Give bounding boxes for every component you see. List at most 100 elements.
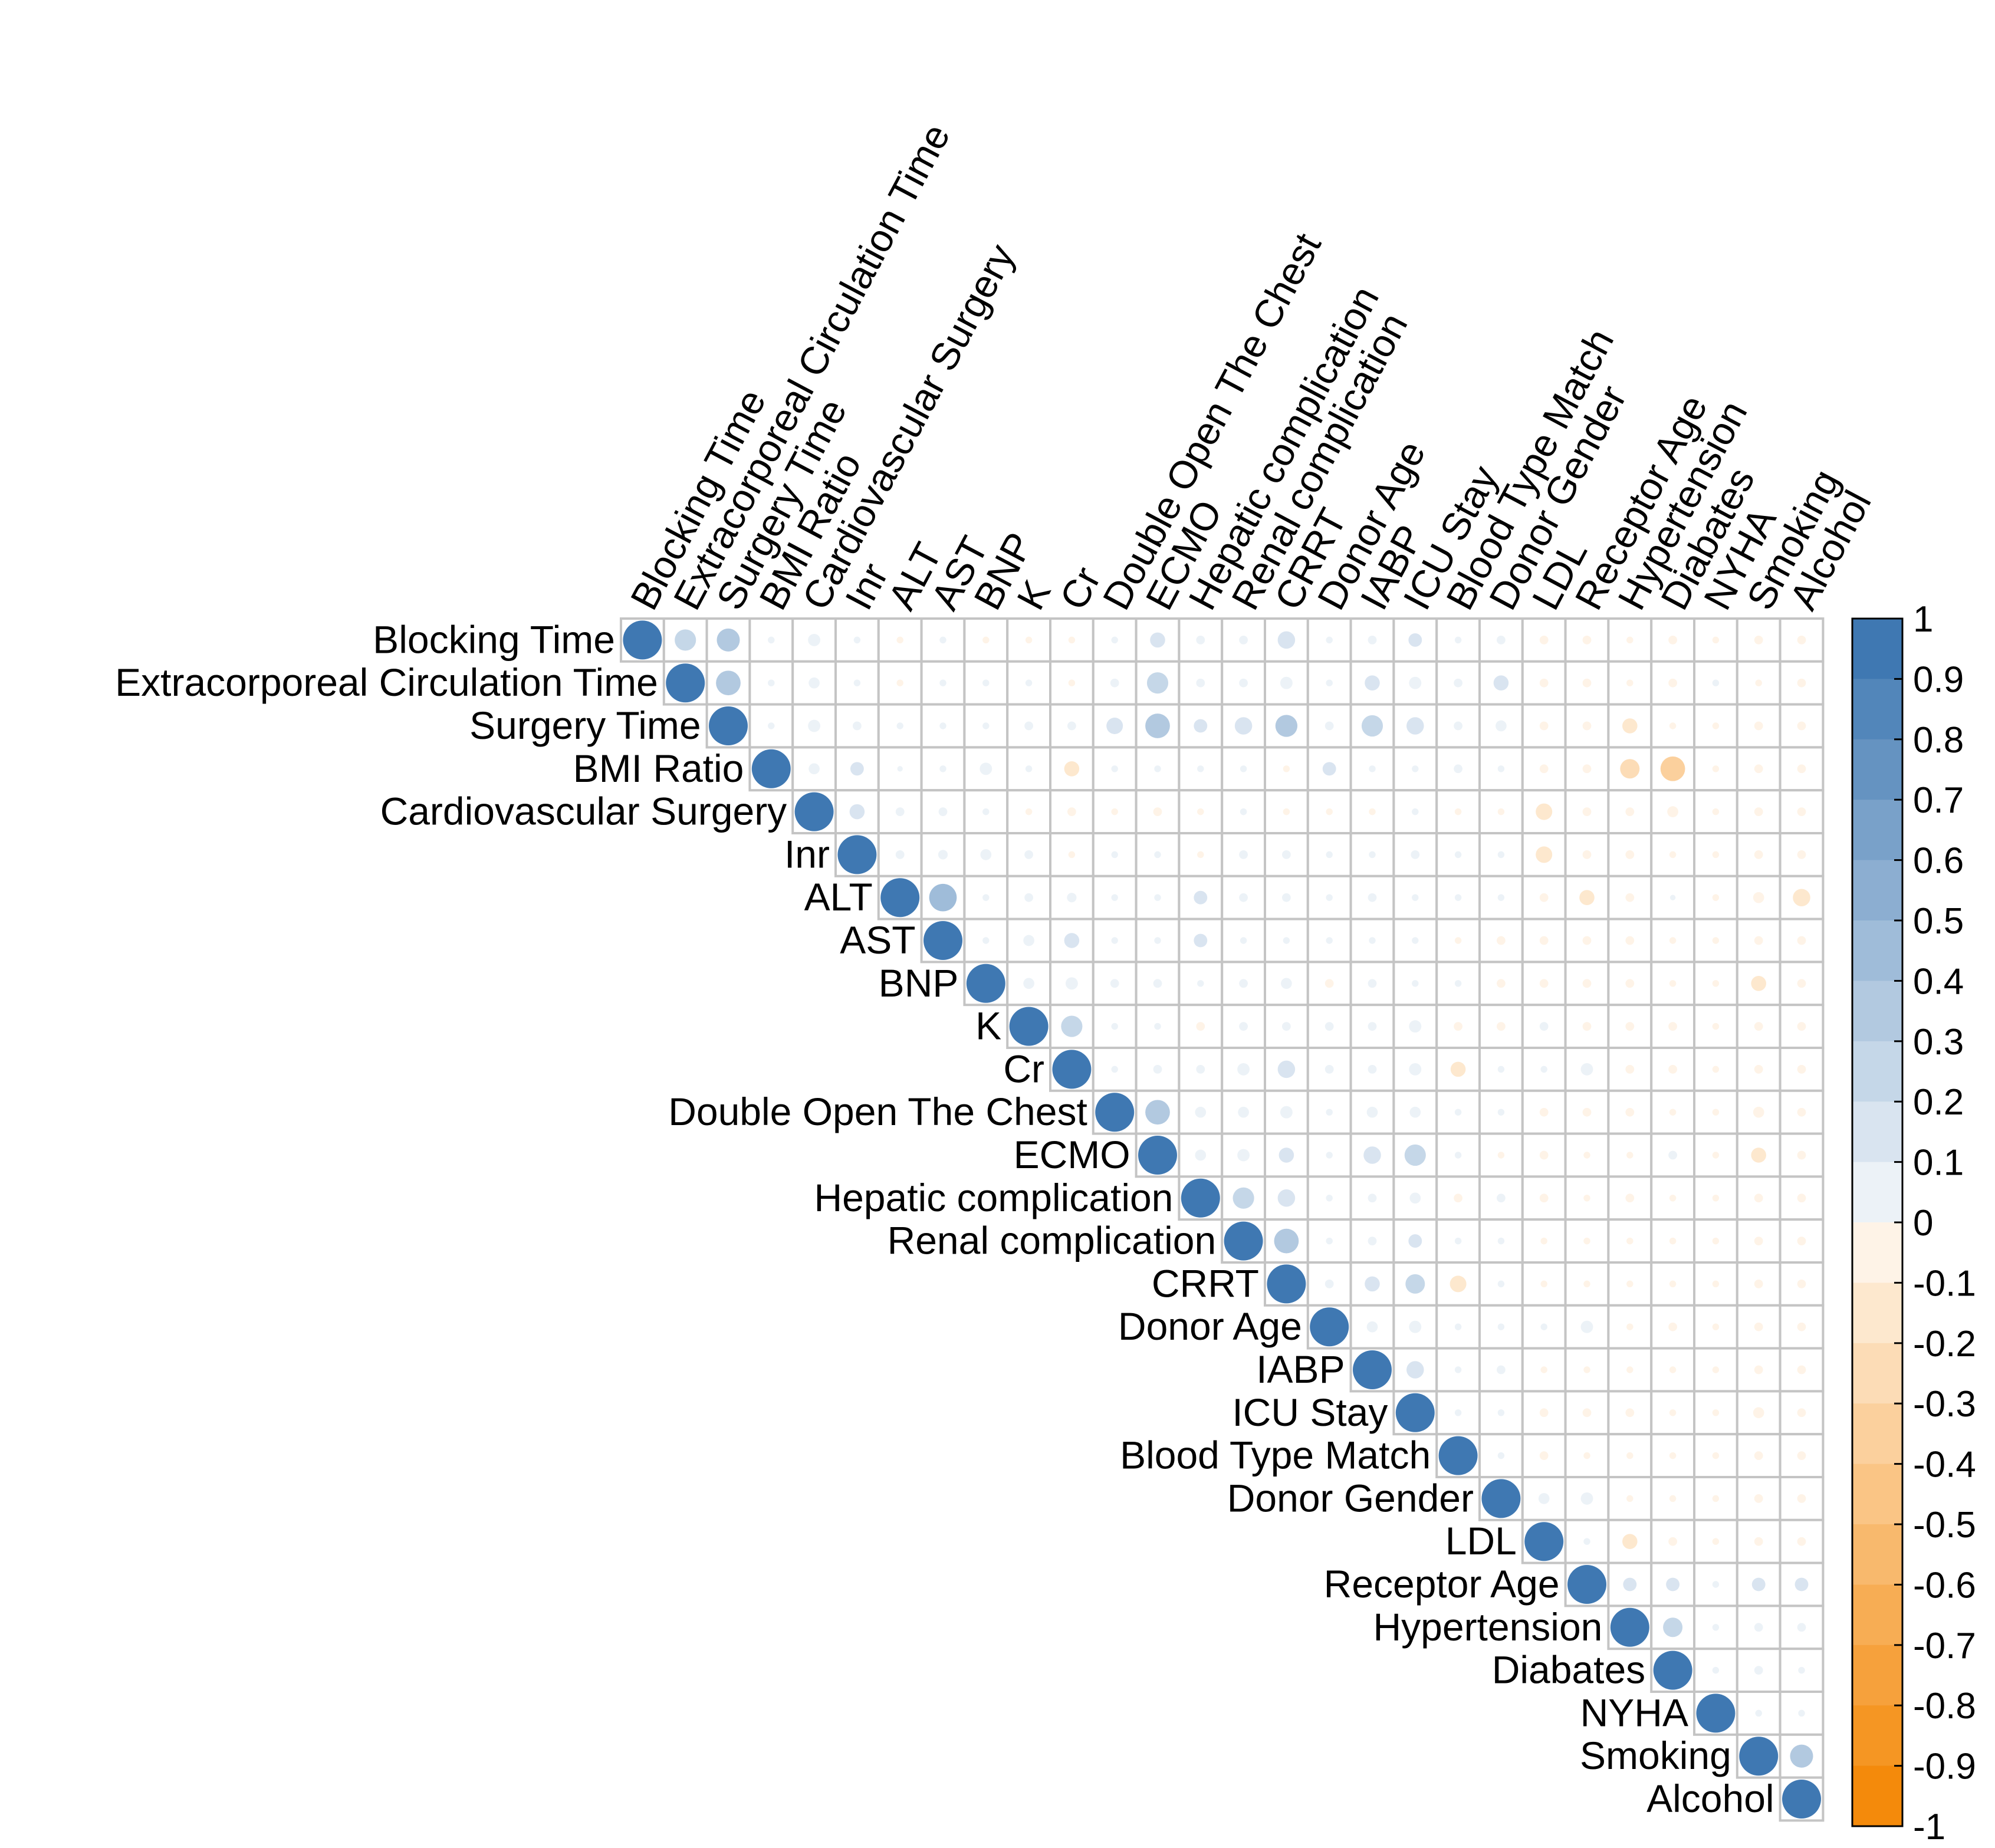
correlation-circle	[850, 762, 864, 776]
matrix-cell	[1564, 1089, 1610, 1135]
correlation-circle	[1153, 807, 1162, 816]
colorbar-segment	[1852, 1041, 1902, 1103]
colorbar-segment	[1852, 1645, 1902, 1706]
correlation-circle	[1790, 1744, 1813, 1768]
colorbar-legend: 1 0.9 0.8 0.7 0.6 0.5 0.4 0.3 0.2 0.1 0 -0.1 -0.2 -0.…	[1851, 599, 1976, 1847]
colorbar-tick-label: 0.8	[1913, 720, 1964, 761]
correlation-circle	[1669, 980, 1677, 987]
correlation-circle	[1068, 851, 1076, 859]
correlation-circle	[1626, 1323, 1634, 1330]
correlation-circle	[1797, 1451, 1806, 1460]
correlation-circle	[1497, 808, 1505, 816]
correlation-circle	[1712, 980, 1720, 987]
correlation-circle	[1194, 933, 1208, 948]
correlation-circle	[1754, 1193, 1763, 1203]
colorbar-tick-label: 0.5	[1913, 901, 1964, 942]
correlation-circle	[1024, 721, 1033, 731]
correlation-circle	[1539, 1451, 1549, 1460]
correlation-circle	[1454, 937, 1462, 944]
correlation-circle	[1195, 1149, 1207, 1161]
correlation-circle	[1154, 894, 1161, 901]
correlation-circle	[1326, 1195, 1333, 1202]
correlation-circle	[1539, 936, 1549, 945]
correlation-circle	[1536, 803, 1553, 820]
correlation-circle	[1450, 1061, 1466, 1077]
correlation-circle	[1454, 1193, 1462, 1203]
colorbar-tick-label: -0.3	[1913, 1384, 1976, 1425]
correlation-circle	[1583, 1538, 1590, 1545]
correlation-circle	[1626, 1452, 1634, 1459]
correlation-circle	[1793, 889, 1810, 906]
correlation-circle	[1582, 636, 1592, 645]
correlation-circle	[1626, 1495, 1634, 1502]
correlation-circle	[1282, 850, 1291, 859]
row-label: ECMO	[1014, 1133, 1130, 1176]
correlation-circle	[1361, 715, 1383, 737]
row-label: Surgery Time	[469, 703, 701, 747]
correlation-circle	[1579, 890, 1595, 905]
matrix-cell	[1178, 1132, 1224, 1178]
correlation-circle	[1625, 807, 1635, 816]
correlation-circle	[1712, 679, 1720, 686]
correlation-circle	[1282, 1022, 1291, 1031]
colorbar-tick-label: 0.6	[1913, 841, 1964, 882]
correlation-circle	[1025, 808, 1033, 816]
correlation-circle	[1626, 1152, 1634, 1159]
row-label: LDL	[1445, 1519, 1517, 1563]
correlation-circle	[1797, 1193, 1806, 1203]
correlation-circle	[1669, 1495, 1677, 1502]
correlation-circle	[1454, 1409, 1462, 1416]
correlation-circle	[1567, 1565, 1606, 1604]
correlation-circle	[1138, 1136, 1177, 1175]
correlation-circle	[1712, 808, 1720, 816]
correlation-circles	[623, 620, 1821, 1819]
colorbar-tick-label: 0	[1913, 1203, 1933, 1244]
correlation-circle	[1281, 978, 1292, 989]
correlation-circle	[929, 883, 957, 912]
correlation-circle	[1237, 1063, 1250, 1076]
correlation-circle	[675, 629, 696, 651]
correlation-circle	[1625, 850, 1635, 859]
correlation-circle	[1669, 1280, 1677, 1288]
row-label: K	[975, 1004, 1001, 1048]
correlation-circle	[1454, 851, 1462, 859]
correlation-circle	[1797, 721, 1806, 731]
correlation-circle	[1667, 806, 1678, 817]
correlation-circle	[1025, 636, 1033, 644]
correlation-circle	[1408, 633, 1422, 647]
correlation-circle	[1154, 851, 1161, 859]
row-label: Hepatic complication	[814, 1176, 1173, 1219]
matrix-cell	[1779, 1132, 1825, 1178]
correlation-circle	[666, 663, 705, 703]
correlation-circle	[1023, 978, 1034, 989]
row-label: ALT	[804, 875, 873, 919]
correlation-circle	[1409, 1192, 1421, 1204]
correlation-circle	[1277, 1189, 1296, 1207]
correlation-circle	[1669, 1195, 1677, 1202]
correlation-circle	[1497, 1323, 1505, 1330]
correlation-circle	[1009, 1007, 1049, 1046]
correlation-circle	[1024, 850, 1033, 859]
correlation-circle	[1712, 1323, 1720, 1330]
correlation-circle	[1497, 1152, 1505, 1159]
correlation-circle	[1278, 1147, 1294, 1163]
correlation-circle	[1067, 807, 1076, 816]
correlation-circle	[982, 679, 990, 686]
correlation-circle	[1196, 678, 1205, 688]
correlation-circle	[1669, 1109, 1677, 1116]
correlation-circle	[1539, 893, 1549, 902]
correlation-circle	[1195, 1106, 1207, 1118]
correlation-circle	[808, 633, 821, 646]
colorbar-tick-label: -0.8	[1913, 1686, 1976, 1727]
correlation-circle	[1111, 937, 1118, 944]
correlation-circle	[1610, 1607, 1649, 1647]
correlation-circle	[1368, 1022, 1377, 1031]
row-label: Inr	[784, 832, 830, 876]
row-label: Blocking Time	[373, 617, 615, 661]
correlation-circle	[1669, 1452, 1677, 1459]
correlation-circle	[1024, 893, 1033, 902]
correlation-circle	[1540, 1280, 1547, 1288]
correlation-circle	[1025, 679, 1033, 686]
correlation-circle	[768, 679, 775, 686]
correlation-circle	[1797, 1365, 1806, 1375]
